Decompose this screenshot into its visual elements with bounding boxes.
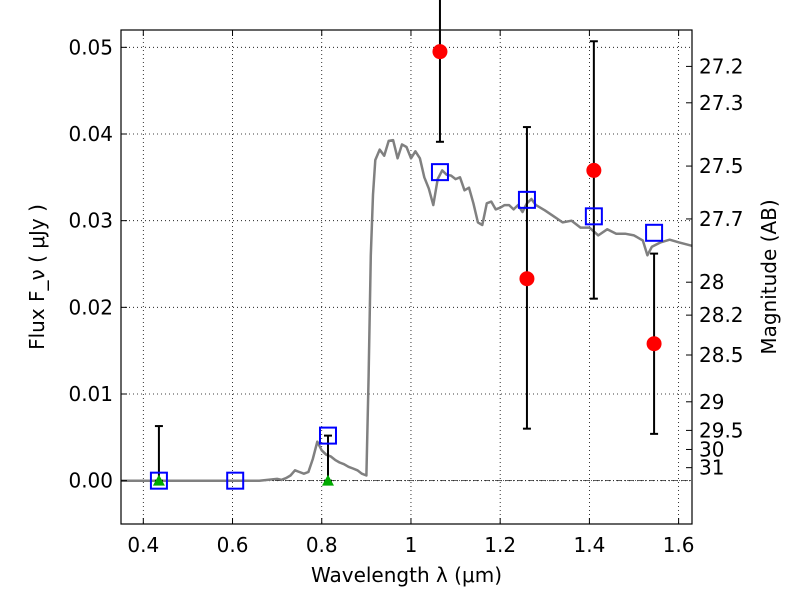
x-tick-label: 0.8: [306, 533, 338, 557]
x-tick-label: 1.6: [663, 533, 695, 557]
magnitude-tick-label: 28.2: [699, 303, 744, 327]
observed-flux-point: [646, 336, 662, 352]
observed-flux-point: [586, 162, 602, 178]
x-tick-label: 1.4: [573, 533, 605, 557]
model-photometry-square: [517, 190, 536, 209]
model-photometry-square: [149, 471, 168, 490]
magnitude-tick-label: 27.2: [699, 54, 744, 78]
upper-limit-point: [321, 474, 334, 486]
model-photometry-square: [226, 471, 245, 490]
plot-data: [121, 0, 693, 490]
y-tick-label: 0.05: [68, 35, 113, 59]
observed-flux-point: [519, 271, 535, 287]
model-photometry-square: [584, 207, 603, 226]
upper-limit-point: [152, 474, 165, 486]
model-photometry-square: [430, 163, 449, 182]
plot-frame: [120, 29, 693, 525]
model-photometry-square: [645, 223, 664, 242]
y-tick-label: 0.03: [68, 209, 113, 233]
x-tick-label: 1.2: [484, 533, 516, 557]
magnitude-tick-label: 29: [699, 390, 724, 414]
magnitude-tick-label: 27.5: [699, 154, 744, 178]
x-axis-title: Wavelength λ (μm): [311, 563, 502, 587]
model-photometry-square: [318, 426, 337, 445]
magnitude-tick-label: 31: [699, 456, 724, 480]
y-tick-label: 0.00: [68, 469, 113, 493]
x-tick-label: 0.6: [217, 533, 249, 557]
axis-ticks: 0.4 0.6 0.8 1 1.2 1.4 1.6 0.00 0.01 0.02 0.03 0.04 0…: [68, 30, 744, 557]
y-axis-title: Flux F_ν ( μJy ): [25, 204, 49, 350]
magnitude-tick-label: 27.3: [699, 91, 744, 115]
y-tick-label: 0.04: [68, 122, 113, 146]
x-tick-label: 1: [405, 533, 418, 557]
x-tick-label: 0.4: [127, 533, 159, 557]
model-sed-line: [121, 138, 693, 482]
magnitude-tick-label: 29.5: [699, 418, 744, 442]
y-tick-label: 0.02: [68, 295, 113, 319]
magnitude-tick-label: 28.5: [699, 343, 744, 367]
magnitude-tick-label: 30: [699, 437, 724, 461]
magnitude-tick-label: 28: [699, 270, 724, 294]
right-axis-title: Magnitude (AB): [757, 199, 781, 354]
magnitude-tick-label: 27.7: [699, 207, 744, 231]
y-tick-label: 0.01: [68, 382, 113, 406]
observed-flux-point: [432, 44, 448, 60]
